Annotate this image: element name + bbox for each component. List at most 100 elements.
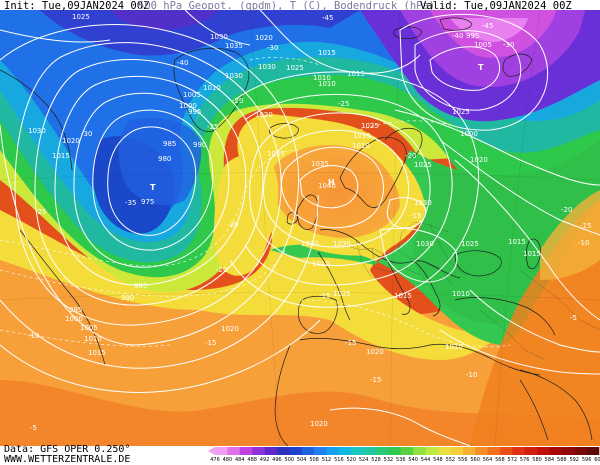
isobar-label: 1025 xyxy=(286,64,304,72)
colorbar-label: 484 xyxy=(234,457,245,463)
colorbar-swatch xyxy=(276,447,290,455)
isobar-label: 1010 xyxy=(352,142,370,150)
colorbar-swatch xyxy=(239,447,253,455)
isobar-label: 1020 xyxy=(366,348,384,356)
isobar-label: 1010 xyxy=(203,84,221,92)
isobar-label: 1010 xyxy=(313,74,331,82)
colorbar-label: 520 xyxy=(346,457,357,463)
colorbar-label: 592 xyxy=(569,457,579,463)
colorbar-swatch xyxy=(586,447,600,455)
isobar-label: 1025 xyxy=(333,290,351,298)
colorbar-swatch xyxy=(437,447,451,455)
isobar-label: 1030 xyxy=(258,63,276,71)
temperature-label: -15 xyxy=(580,222,591,230)
colorbar-label: 568 xyxy=(495,457,505,463)
colorbar-label: 488 xyxy=(247,457,257,463)
colorbar-swatch xyxy=(215,447,228,455)
colorbar-label: 504 xyxy=(296,457,307,463)
isobar-label: 1030 xyxy=(225,72,243,80)
colorbar-swatch xyxy=(314,447,327,455)
temperature-label: -40 xyxy=(177,59,188,67)
colorbar-swatch xyxy=(549,447,563,455)
temperature-label: -10 xyxy=(28,332,39,340)
isobar-label: 1020 xyxy=(255,111,273,119)
temperature-label: -30 xyxy=(267,44,278,52)
temperature-label: -10 xyxy=(578,239,589,247)
temperature-label: -35 xyxy=(125,199,136,207)
isobar-label: 1030 xyxy=(333,240,351,248)
isobar-label: 1010 xyxy=(84,335,102,343)
temperature-label: -15 xyxy=(345,339,356,347)
temperature-label: -40 xyxy=(452,32,463,40)
isobars xyxy=(0,10,600,446)
low-pressure-marker: T xyxy=(150,183,156,192)
colorbar-swatch xyxy=(301,447,315,455)
colorbar-label: 524 xyxy=(358,457,369,463)
colorbar-swatch xyxy=(376,447,389,455)
temperature-label: -25 xyxy=(35,208,46,216)
isobar-label: 995 xyxy=(69,306,82,314)
temperature-label: -15 xyxy=(370,376,381,384)
isobar-label: 995 xyxy=(466,32,479,40)
temperature-label: -20 xyxy=(216,266,227,274)
isobar-label: 1010 xyxy=(312,260,330,268)
temperature-label: -45 xyxy=(322,14,333,22)
colorbar-swatch xyxy=(413,447,426,455)
colorbar-label: 476 xyxy=(210,457,220,463)
colorbar-label: 480 xyxy=(222,457,233,463)
temperature-label: -20 xyxy=(561,206,572,214)
high-pressure-marker: H xyxy=(328,178,335,187)
isobar-label: 1005 xyxy=(474,41,492,49)
colorbar-label: 516 xyxy=(334,457,344,463)
colorbar-label: 544 xyxy=(420,457,431,463)
colorbar-label: 556 xyxy=(457,457,468,463)
pressure-markers: H T T xyxy=(150,63,484,192)
isobar-label: 990 xyxy=(121,294,134,302)
colorbar xyxy=(208,447,600,455)
colorbar-label: 536 xyxy=(396,457,406,463)
colorbar-label: 492 xyxy=(259,457,270,463)
temperature-label: -5 xyxy=(570,314,577,322)
low-pressure-marker: T xyxy=(478,63,484,72)
colorbar-swatch xyxy=(524,447,538,455)
isobar-label: 1030 xyxy=(416,240,434,248)
isobar-label: 1030 xyxy=(414,199,432,207)
colorbar-label: 512 xyxy=(321,457,332,463)
colorbar-swatch xyxy=(450,447,464,455)
temperature-isolines xyxy=(0,57,511,348)
isobar-label: 995 xyxy=(188,108,201,116)
temperature-label: -30 xyxy=(81,130,92,138)
colorbar-label: 508 xyxy=(309,457,319,463)
isobar-label: 1010 xyxy=(452,290,470,298)
colorbar-swatch xyxy=(475,447,488,455)
isobar-label: 1025 xyxy=(267,150,285,158)
temperature-label: -30 xyxy=(503,41,514,49)
isobar-label: 1010 xyxy=(318,80,336,88)
colorbar-swatch xyxy=(462,447,476,455)
colorbar-label: 532 xyxy=(383,457,394,463)
isobar-label: 1035 xyxy=(311,160,329,168)
colorbar-swatch xyxy=(537,447,550,455)
colorbar-swatch xyxy=(363,447,377,455)
colorbar-swatch xyxy=(252,447,265,455)
map-title: 500 hPa Geopot. (gpdm), T (C), Bodendruc… xyxy=(138,0,436,12)
temperature-label: -20 xyxy=(405,152,416,160)
temperature-label: -45 xyxy=(482,22,493,30)
colorbar-label: 564 xyxy=(482,457,493,463)
graticule xyxy=(0,10,600,446)
isobar-labels: 1025 1030 1035 1020 1015 1030 1010 1030 … xyxy=(28,13,541,428)
colorbar-swatch xyxy=(499,447,513,455)
temperature-label: -15 xyxy=(319,292,330,300)
isobar-label: 1030 xyxy=(210,33,228,41)
colorbar-swatch xyxy=(425,447,439,455)
colorbar-swatch xyxy=(388,447,402,455)
isobar-label: 1010 xyxy=(445,343,463,351)
isobar-label: 1025 xyxy=(452,108,470,116)
colorbar-swatch xyxy=(351,447,364,455)
colorbar-label: 528 xyxy=(371,457,381,463)
temperature-label: -10 xyxy=(466,371,477,379)
colorbar-swatch xyxy=(487,447,501,455)
isobar-label: 1015 xyxy=(347,70,365,78)
colorbar-label: 584 xyxy=(544,457,555,463)
